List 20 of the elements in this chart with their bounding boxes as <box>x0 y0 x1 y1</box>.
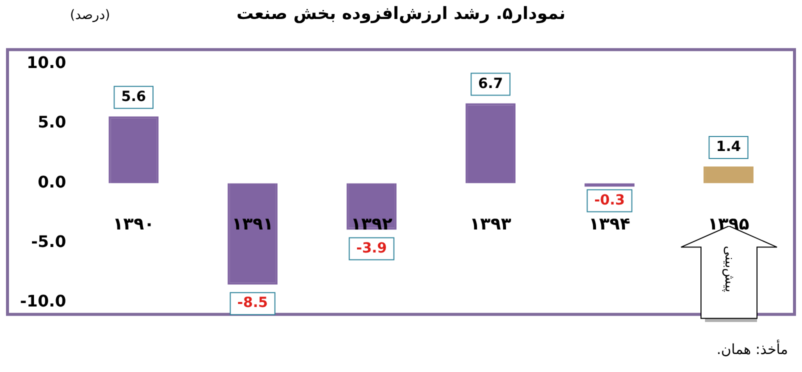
y-tick-label: 10.0 <box>26 53 66 72</box>
data-label: -0.3 <box>594 192 625 208</box>
y-tick-label: -5.0 <box>31 232 66 251</box>
x-tick-label: ۱۳۹۳ <box>470 214 512 235</box>
x-tick-label: ۱۳۹۲ <box>350 214 393 235</box>
annotation: پیش‌بینی <box>721 246 736 293</box>
x-tick-label: ۱۳۹۱ <box>232 214 274 235</box>
x-tick-label: ۱۳۹۴ <box>588 214 630 235</box>
y-axis-title: (درصد) <box>70 8 110 23</box>
data-label: -8.5 <box>237 295 268 312</box>
y-tick-label: 5.0 <box>38 112 66 132</box>
y-tick-label: 0.0 <box>38 172 66 192</box>
y-tick-label: -10.0 <box>20 292 66 311</box>
text: مأخذ: همان. <box>716 342 788 358</box>
x-tick-label: ۱۳۹۰ <box>112 214 154 235</box>
data-label: 1.4 <box>716 139 742 156</box>
data-label: 5.6 <box>121 89 146 106</box>
data-label: -3.9 <box>356 240 387 256</box>
data-label: 6.7 <box>478 76 503 92</box>
chart-title: نمودار۵. رشد ارزش‌افزوده بخش صنعت <box>236 4 566 24</box>
